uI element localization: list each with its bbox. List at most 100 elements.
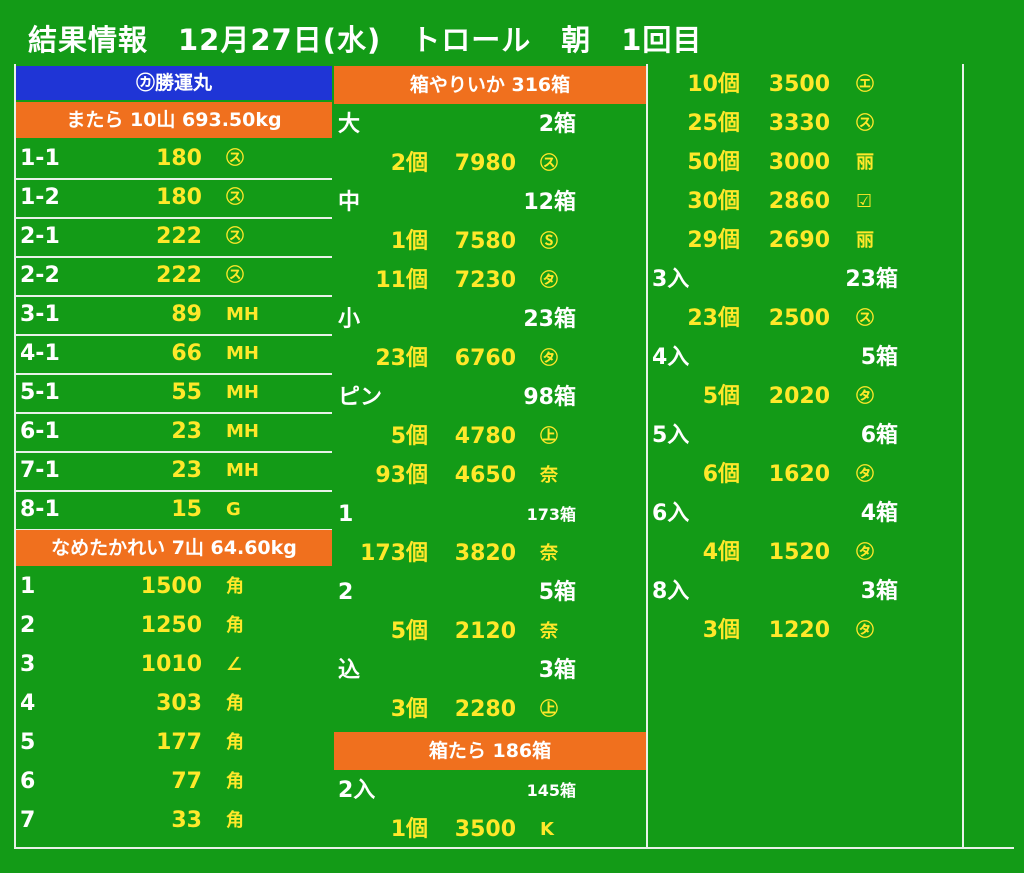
box-count: 12箱 (523, 190, 576, 215)
piece-count: 10個 (687, 72, 740, 97)
grade-label: 中 (338, 190, 361, 215)
piece-count: 5個 (390, 424, 428, 449)
price-row: 30個 2860 ☑ (648, 183, 960, 221)
frame-left-line (14, 64, 16, 848)
unit-price: 2280 (454, 697, 516, 722)
box-count: 145箱 (526, 781, 576, 800)
lot-label: 8-1 (20, 497, 60, 522)
frame-divider-line (646, 64, 648, 848)
lot-value: 222 (156, 224, 202, 249)
lot-label: 5-1 (20, 380, 60, 405)
result-row: 7 33 角 (16, 802, 332, 840)
result-row: 4 303 角 (16, 685, 332, 723)
buyer-mark-icon: ㋟ (540, 270, 558, 291)
piece-count: 11個 (375, 268, 428, 293)
grade-row: 3入 23箱 (648, 261, 960, 299)
piece-count: 5個 (390, 619, 428, 644)
result-row: 1-1 180 ㋜ (16, 140, 332, 180)
buyer-mark-icon: ㋟ (856, 464, 874, 485)
price-row: 3個 1220 ㋟ (648, 612, 960, 650)
box-count: 5箱 (538, 580, 576, 605)
box-count: 23箱 (523, 307, 576, 332)
buyer-mark-icon: MH (226, 382, 259, 403)
grade-label: 2 (338, 580, 354, 605)
lot-value: 89 (171, 302, 202, 327)
unit-price: 2500 (768, 306, 830, 331)
buyer-mark-icon: ㋟ (856, 386, 874, 407)
result-row: 6 77 角 (16, 763, 332, 801)
buyer-mark-icon: 奈 (540, 543, 558, 564)
lot-value: 177 (156, 730, 202, 755)
piece-count: 23個 (687, 306, 740, 331)
lot-label: 2-1 (20, 224, 60, 249)
box-count: 4箱 (860, 501, 898, 526)
unit-price: 2020 (768, 384, 830, 409)
lot-value: 303 (156, 691, 202, 716)
piece-count: 2個 (390, 151, 428, 176)
result-row: 3 1010 ∠ (16, 646, 332, 684)
lot-label: 2-2 (20, 263, 60, 288)
price-row: 11個 7230 ㋟ (334, 262, 646, 300)
piece-count: 5個 (702, 384, 740, 409)
buyer-mark-icon: 角 (226, 615, 244, 636)
buyer-mark-icon: 角 (226, 693, 244, 714)
buyer-mark-icon: 丽 (856, 152, 874, 173)
lot-value: 77 (171, 769, 202, 794)
grade-label: 5入 (652, 423, 690, 448)
piece-count: 3個 (702, 618, 740, 643)
box-count: 3箱 (538, 658, 576, 683)
buyer-mark-icon: ㋟ (856, 620, 874, 641)
unit-price: 3330 (768, 111, 830, 136)
grade-label: 小 (338, 307, 361, 332)
buyer-mark-icon: ㋜ (226, 148, 244, 169)
buyer-mark-icon: MH (226, 304, 259, 325)
piece-count: 4個 (702, 540, 740, 565)
result-row: 6-1 23 MH (16, 413, 332, 453)
buyer-mark-icon: 角 (226, 810, 244, 831)
grade-row: 2入 145箱 (334, 772, 646, 810)
lot-value: 180 (156, 185, 202, 210)
piece-count: 1個 (390, 817, 428, 842)
unit-price: 6760 (454, 346, 516, 371)
species-header: 箱たら 186箱 (334, 732, 646, 770)
lot-label: 1 (20, 574, 36, 599)
buyer-mark-icon: 丽 (856, 230, 874, 251)
result-row: 2-2 222 ㋜ (16, 257, 332, 297)
lot-value: 33 (171, 808, 202, 833)
grade-row: 大 2箱 (334, 106, 646, 144)
unit-price: 3500 (768, 72, 830, 97)
buyer-mark-icon: ☑ (856, 191, 873, 212)
unit-price: 1620 (768, 462, 830, 487)
board-title: 結果情報 12月27日(水) トロール 朝 1回目 (28, 23, 703, 57)
buyer-mark-icon: ㋟ (540, 348, 558, 369)
piece-count: 3個 (390, 697, 428, 722)
result-row: 4-1 66 MH (16, 335, 332, 375)
price-row: 5個 4780 ㊤ (334, 418, 646, 456)
price-row: 93個 4650 奈 (334, 457, 646, 495)
buyer-mark-icon: 角 (226, 576, 244, 597)
left-column: ㋕勝運丸 またら 10山 693.50kg 1-1 180 ㋜ 1-2 180 ㋜ 2-1 222… (16, 66, 332, 846)
buyer-mark-icon: Ⓢ (540, 231, 558, 252)
grade-row: 1 173箱 (334, 496, 646, 534)
vessel-header: ㋕勝運丸 (16, 66, 332, 100)
middle-column: 箱やりいか 316箱大 2箱 2個 7980 ㋜中 12箱 1個 7580 Ⓢ 11個 7230 ㋟小… (334, 66, 646, 846)
piece-count: 6個 (702, 462, 740, 487)
buyer-mark-icon: 角 (226, 732, 244, 753)
lot-value: 222 (156, 263, 202, 288)
box-count: 173箱 (526, 505, 576, 524)
box-count: 6箱 (860, 423, 898, 448)
unit-price: 4780 (454, 424, 516, 449)
piece-count: 30個 (687, 189, 740, 214)
piece-count: 93個 (375, 463, 428, 488)
result-row: 1 1500 角 (16, 568, 332, 606)
unit-price: 7580 (454, 229, 516, 254)
buyer-mark-icon: 奈 (540, 465, 558, 486)
unit-price: 3820 (454, 541, 516, 566)
grade-row: 5入 6箱 (648, 417, 960, 455)
grade-label: 3入 (652, 267, 690, 292)
buyer-mark-icon: ㊤ (540, 426, 558, 447)
buyer-mark-icon: 角 (226, 771, 244, 792)
buyer-mark-icon: G (226, 499, 241, 520)
lot-label: 1-1 (20, 146, 60, 171)
grade-label: 1 (338, 502, 354, 527)
